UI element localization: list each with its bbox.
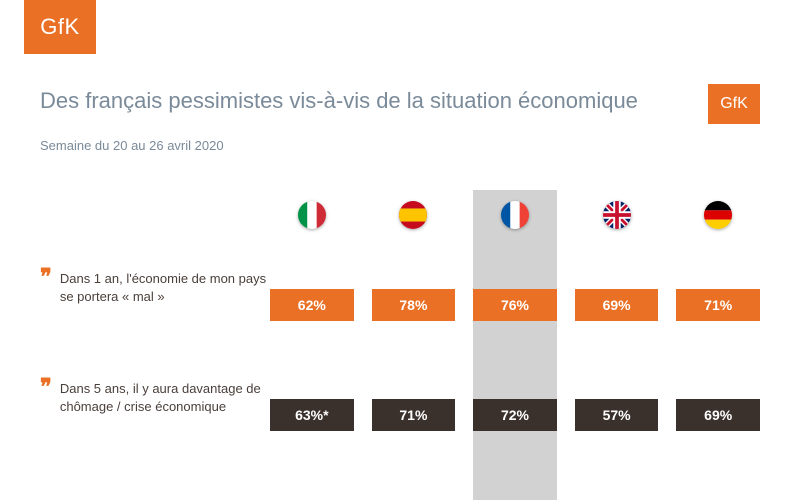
header-row	[40, 190, 760, 240]
row-1-cells: 63%* 71% 72% 57% 69%	[270, 380, 760, 450]
brand-logo-text: GfK	[40, 14, 79, 40]
data-grid: ❞ Dans 1 an, l'économie de mon pays se p…	[40, 190, 760, 500]
quote-icon: ❞	[40, 270, 52, 283]
page-title: Des français pessimistes vis-à-vis de la…	[40, 88, 638, 114]
quote-icon: ❞	[40, 380, 52, 393]
page-subtitle-text: Semaine du 20 au 26 avril 2020	[40, 138, 224, 153]
cell-r1-c1: 71%	[372, 399, 456, 431]
row-label-text: Dans 5 ans, il y aura davantage de chôma…	[60, 380, 270, 415]
row-label-0: ❞ Dans 1 an, l'économie de mon pays se p…	[40, 270, 270, 305]
cell-r0-c0: 62%	[270, 289, 354, 321]
brand-logo-top: GfK	[24, 0, 96, 54]
page: GfK GfK Des français pessimistes vis-à-v…	[0, 0, 800, 500]
flag-spain	[372, 201, 456, 229]
flag-spain-icon	[399, 201, 427, 229]
cell-r0-c2: 76%	[473, 289, 557, 321]
flag-france	[473, 201, 557, 229]
flag-italy-icon	[298, 201, 326, 229]
row-label-text: Dans 1 an, l'économie de mon pays se por…	[60, 270, 270, 305]
flag-uk	[575, 201, 659, 229]
flag-germany-icon	[704, 201, 732, 229]
page-subtitle: Semaine du 20 au 26 avril 2020	[40, 138, 224, 153]
cell-r0-c4: 71%	[676, 289, 760, 321]
cell-r0-c1: 78%	[372, 289, 456, 321]
flag-france-icon	[501, 201, 529, 229]
cell-r1-c4: 69%	[676, 399, 760, 431]
flag-uk-icon	[603, 201, 631, 229]
brand-logo-right: GfK	[708, 84, 760, 124]
cell-r1-c0: 63%*	[270, 399, 354, 431]
flag-cells	[270, 190, 760, 240]
cell-r0-c3: 69%	[575, 289, 659, 321]
brand-logo-text: GfK	[720, 95, 748, 113]
data-row-0: ❞ Dans 1 an, l'économie de mon pays se p…	[40, 270, 760, 340]
cell-r1-c3: 57%	[575, 399, 659, 431]
row-0-cells: 62% 78% 76% 69% 71%	[270, 270, 760, 340]
flag-italy	[270, 201, 354, 229]
row-label-1: ❞ Dans 5 ans, il y aura davantage de chô…	[40, 380, 270, 415]
data-row-1: ❞ Dans 5 ans, il y aura davantage de chô…	[40, 380, 760, 450]
page-title-text: Des français pessimistes vis-à-vis de la…	[40, 88, 638, 113]
cell-r1-c2: 72%	[473, 399, 557, 431]
flag-germany	[676, 201, 760, 229]
